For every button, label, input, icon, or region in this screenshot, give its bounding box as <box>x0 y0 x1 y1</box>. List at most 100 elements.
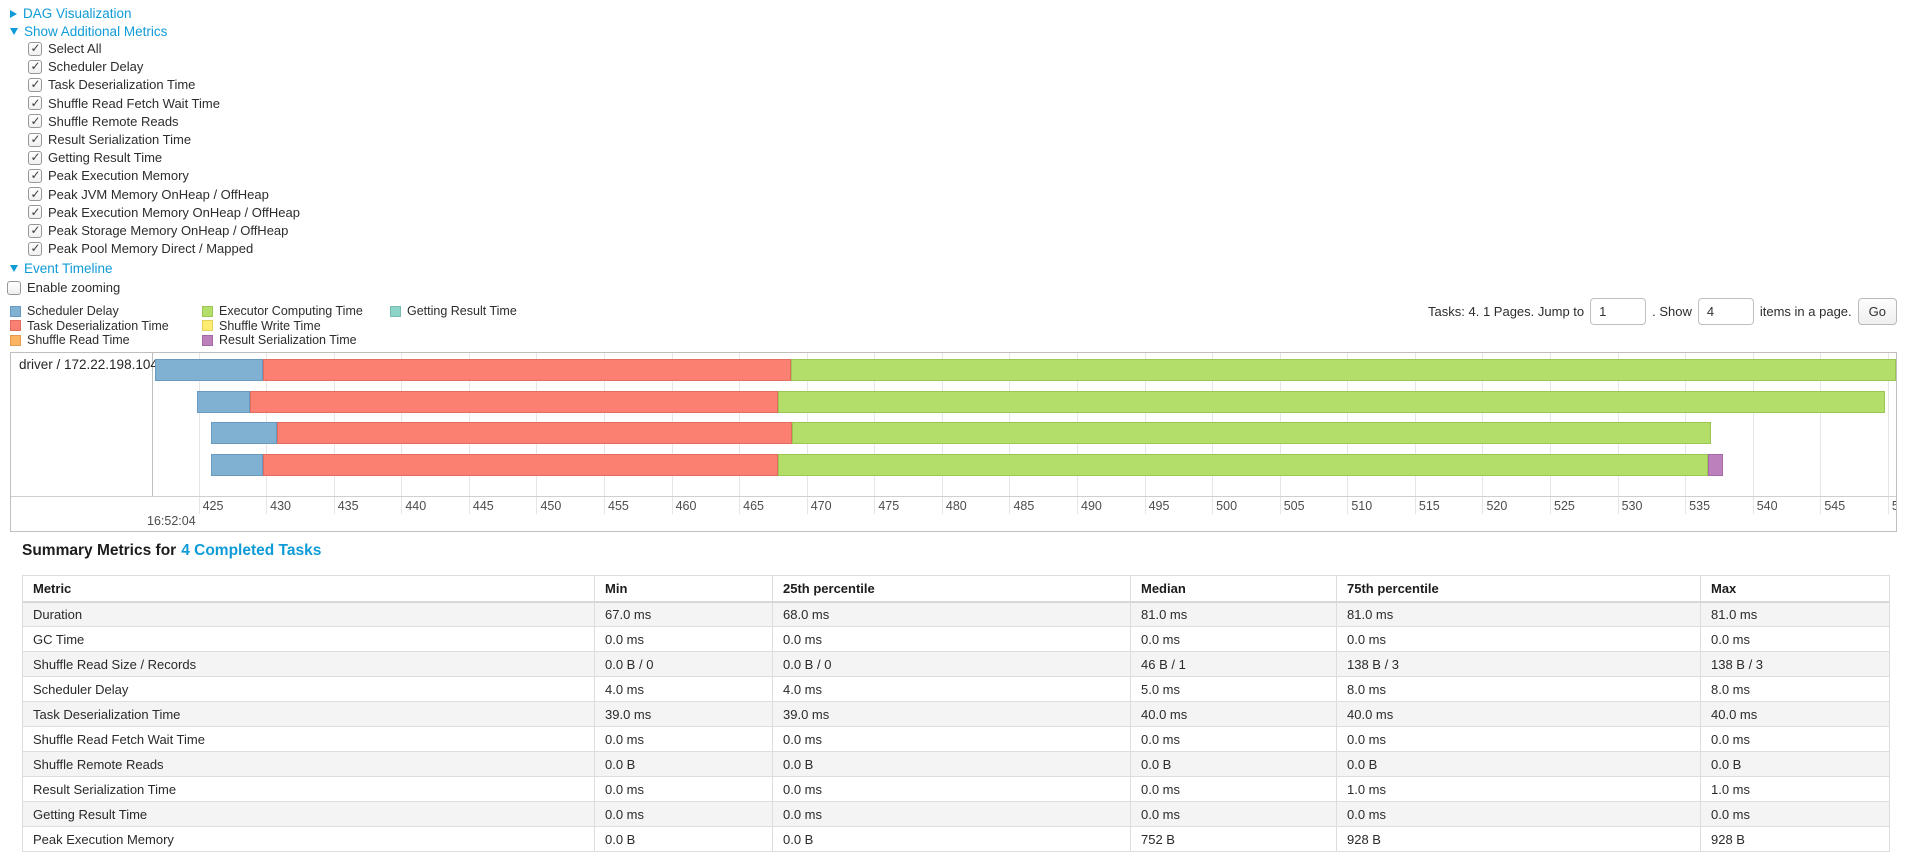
task-bar-segment-executor-computing[interactable] <box>778 390 1886 413</box>
table-row: GC Time 0.0 ms 0.0 ms 0.0 ms 0.0 ms 0.0 ms <box>22 626 1890 652</box>
metric-value-cell: 0.0 B <box>594 826 773 852</box>
task-bar-segment-task-deserialization[interactable] <box>276 422 792 444</box>
axis-tick <box>1279 497 1281 514</box>
axis-tick-label: 455 <box>608 499 629 513</box>
metric-checkbox[interactable] <box>28 59 42 74</box>
axis-tick <box>604 497 606 514</box>
metric-value-cell: 0.0 ms <box>772 776 1131 802</box>
metric-value-cell: 0.0 B <box>1336 751 1701 777</box>
legend-column: Executor Computing Time Shuffle Write Tim… <box>202 304 363 347</box>
metric-name-cell: Getting Result Time <box>22 801 595 827</box>
event-timeline-label: Event Timeline <box>24 261 113 276</box>
axis-gridline <box>1887 353 1889 496</box>
table-row: Task Deserialization Time 39.0 ms 39.0 ms 4… <box>22 701 1890 727</box>
metric-value-cell: 0.0 B <box>594 751 773 777</box>
metric-name-cell: Shuffle Read Fetch Wait Time <box>22 726 595 752</box>
task-bar-segment-task-deserialization[interactable] <box>249 390 779 413</box>
metric-value-cell: 40.0 ms <box>1130 701 1337 727</box>
metric-value-cell: 1.0 ms <box>1700 776 1890 802</box>
metric-value-cell: 4.0 ms <box>772 676 1131 702</box>
task-pagination: Tasks: 4. 1 Pages. Jump to . Show items … <box>1428 296 1897 326</box>
task-bar-segment-result-serialization[interactable] <box>1708 453 1723 476</box>
axis-gridline <box>1752 353 1754 496</box>
metric-checkbox[interactable] <box>28 241 42 256</box>
metric-checkbox-label: Result Serialization Time <box>48 132 192 147</box>
metric-checkbox[interactable] <box>28 41 42 56</box>
task-bar-segment-task-deserialization[interactable] <box>263 359 791 381</box>
metric-value-cell: 4.0 ms <box>594 676 773 702</box>
axis-gridline <box>1820 353 1822 496</box>
event-timeline-toggle[interactable]: Event Timeline <box>10 261 113 276</box>
task-bar-segment-task-deserialization[interactable] <box>263 453 779 476</box>
table-column-header: 25th percentile <box>772 575 1131 603</box>
metric-value-cell: 39.0 ms <box>772 701 1131 727</box>
metric-checkbox-label: Peak JVM Memory OnHeap / OffHeap <box>48 186 269 202</box>
axis-tick <box>1482 497 1484 514</box>
legend-item-label: Shuffle Write Time <box>219 318 321 333</box>
metric-checkbox-row: Peak Pool Memory Direct / Mapped <box>28 240 253 257</box>
metric-value-cell: 8.0 ms <box>1700 676 1890 702</box>
legend-item-label: Shuffle Read Time <box>27 333 130 348</box>
metric-checkbox-label: Getting Result Time <box>48 150 163 166</box>
metric-name-cell: Shuffle Read Size / Records <box>22 651 595 677</box>
metric-value-cell: 0.0 ms <box>1336 726 1701 752</box>
task-bar-segment-scheduler-delay[interactable] <box>210 453 264 476</box>
task-bar-segment-executor-computing[interactable] <box>791 422 1711 444</box>
task-bar-segment-executor-computing[interactable] <box>790 359 1896 381</box>
table-header-row: Metric Min 25th percentile Median 75th perce… <box>22 575 1890 603</box>
timeline-axis-line <box>11 496 1896 497</box>
metric-checkbox[interactable] <box>28 205 42 220</box>
axis-tick <box>941 497 943 514</box>
metric-checkbox[interactable] <box>28 150 42 165</box>
metric-value-cell: 0.0 B / 0 <box>594 651 773 677</box>
table-column-header: Min <box>594 575 773 603</box>
axis-tick <box>1617 497 1619 514</box>
metric-checkbox[interactable] <box>28 223 42 238</box>
legend-item-label: Scheduler Delay <box>27 304 119 319</box>
metric-value-cell: 752 B <box>1130 826 1337 852</box>
table-row: Scheduler Delay 4.0 ms 4.0 ms 5.0 ms 8.0 ms 8… <box>22 676 1890 702</box>
task-bar-segment-scheduler-delay[interactable] <box>155 359 264 381</box>
axis-tick-label: 505 <box>1283 499 1305 513</box>
table-row: Shuffle Read Size / Records 0.0 B / 0 0.0 … <box>22 651 1890 677</box>
task-bar-segment-scheduler-delay[interactable] <box>210 422 277 444</box>
timeline-group-column: driver / 172.22.198.104 <box>11 353 158 496</box>
legend-item: Task Deserialization Time <box>10 319 169 333</box>
metric-checkbox[interactable] <box>28 132 42 147</box>
axis-tick <box>806 497 808 514</box>
jump-to-page-input[interactable] <box>1590 297 1647 325</box>
event-timeline-chart: driver / 172.22.198.104 425 430 435 440 445 4… <box>10 352 1897 532</box>
executor-group-label: driver / 172.22.198.104 <box>19 357 158 372</box>
summary-title-prefix: Summary Metrics for <box>22 542 177 559</box>
metric-checkbox-label: Peak Execution Memory <box>48 168 189 184</box>
dag-visualization-label: DAG Visualization <box>23 6 132 21</box>
show-additional-metrics-toggle[interactable]: Show Additional Metrics <box>10 24 167 39</box>
axis-tick-label: 435 <box>337 499 359 513</box>
metric-value-cell: 928 B <box>1700 826 1890 852</box>
metric-checkbox-row: Peak JVM Memory OnHeap / OffHeap <box>28 186 269 203</box>
metric-checkbox[interactable] <box>28 96 42 111</box>
metric-checkbox-row: Peak Storage Memory OnHeap / OffHeap <box>28 222 288 239</box>
task-bar-segment-executor-computing[interactable] <box>778 453 1709 476</box>
axis-tick-label: 430 <box>270 499 292 513</box>
axis-tick-label: 460 <box>675 499 697 513</box>
metric-value-cell: 0.0 ms <box>772 626 1131 652</box>
table-column-header: Max <box>1700 575 1890 603</box>
enable-zooming-row: Enable zooming <box>7 279 120 296</box>
metric-value-cell: 0.0 ms <box>1336 626 1701 652</box>
metric-checkbox[interactable] <box>28 77 42 92</box>
enable-zooming-checkbox[interactable] <box>7 280 21 295</box>
dag-visualization-toggle[interactable]: DAG Visualization <box>10 6 132 21</box>
table-row: Duration 67.0 ms 68.0 ms 81.0 ms 81.0 ms 81.0… <box>22 601 1890 627</box>
legend-column: Getting Result Time <box>390 304 517 318</box>
go-button[interactable]: Go <box>1857 297 1897 325</box>
metric-checkbox[interactable] <box>28 168 42 183</box>
metric-checkbox[interactable] <box>28 114 42 129</box>
items-per-page-input[interactable] <box>1697 297 1754 325</box>
completed-tasks-link[interactable]: 4 Completed Tasks <box>181 542 322 559</box>
task-bar-segment-scheduler-delay[interactable] <box>197 390 250 413</box>
metric-value-cell: 5.0 ms <box>1130 676 1337 702</box>
metric-checkbox[interactable] <box>28 187 42 202</box>
metric-value-cell: 40.0 ms <box>1700 701 1890 727</box>
axis-tick <box>874 497 876 514</box>
